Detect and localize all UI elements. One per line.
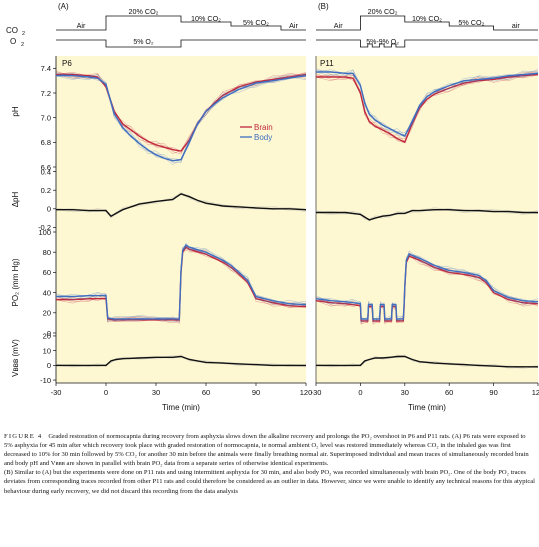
series-line-brain	[316, 73, 539, 144]
protocol-A	[56, 15, 306, 48]
y-tick-label: 7.0	[41, 113, 51, 122]
caption-label: FIGURE 4	[4, 433, 43, 440]
y-axis-label: pH	[11, 106, 20, 116]
co2-protocol-line	[316, 15, 538, 31]
y-tick-label: 7.2	[41, 89, 51, 98]
x-tick-label: 60	[445, 388, 453, 397]
y-tick-label: 100	[38, 228, 51, 237]
individual-trace	[315, 68, 539, 133]
y-tick-label: 40	[43, 288, 51, 297]
y-tick-label: 20	[43, 309, 51, 318]
panel-label-a: (A)	[58, 2, 69, 11]
series-line-body	[56, 75, 307, 162]
o2-protocol-label: 5%-9% O₂	[366, 39, 399, 46]
x-tick-label: 0	[358, 388, 362, 397]
series-line-mean	[316, 209, 538, 221]
individual-trace	[55, 73, 307, 162]
series-line-brain	[56, 73, 307, 152]
x-tick-label: -30	[311, 388, 322, 397]
individual-trace	[315, 70, 539, 139]
y-tick-label: 0	[47, 329, 51, 338]
y-tick-label: 0.4	[41, 167, 51, 176]
figure-canvas: (A) (B) Air 20% CO₂ 10% CO₂ 5% CO₂ Air 5% O₂ Air…	[6, 2, 539, 412]
x-axis-label: Time (min)	[408, 403, 446, 412]
y-tick-label: 0	[47, 205, 51, 214]
protocol-label: 10% CO₂	[412, 14, 442, 23]
subplot-title-p11: P11	[320, 59, 334, 68]
o2-protocol-line	[56, 39, 306, 48]
legend-body-label: Body	[254, 133, 272, 142]
series-line-body	[315, 253, 539, 320]
y-tick-label: 0	[47, 361, 51, 370]
o2-row-label-subscript: 2	[21, 42, 24, 48]
x-tick-label: 120	[532, 388, 539, 397]
co2-protocol-line	[56, 15, 306, 31]
protocol-label: air	[512, 21, 521, 30]
series-line-mean	[56, 355, 306, 367]
x-tick-label: 120	[300, 388, 313, 397]
plot-background-B	[316, 56, 538, 383]
co2-row-label: CO	[6, 26, 18, 35]
caption-text-2: (B) Similar to (A) but the experiments w…	[4, 469, 536, 495]
y-tick-label: -0.2	[38, 223, 51, 232]
x-tick-label: 30	[152, 388, 160, 397]
protocol-label: Air	[77, 21, 86, 30]
y-tick-label: 6.8	[41, 138, 51, 147]
individual-trace	[55, 246, 307, 323]
series-line-mean	[316, 355, 538, 368]
panel-label-b: (B)	[318, 2, 329, 11]
x-tick-label: 30	[401, 388, 409, 397]
figure-caption: FIGURE 4 Graded restoration of normocapni…	[4, 432, 535, 496]
y-tick-label: 10	[43, 346, 51, 355]
y-tick-label: 7.4	[41, 64, 51, 73]
co2-row-label-subscript: 2	[22, 31, 25, 37]
y-axis-label: ΔpH	[11, 191, 20, 207]
y-tick-label: -10	[40, 376, 51, 385]
x-tick-label: 90	[489, 388, 497, 397]
o2-protocol-label: 5% O₂	[133, 39, 154, 46]
y-tick-label: 80	[43, 248, 51, 257]
o2-row-label: O	[10, 37, 16, 46]
protocol-label: 20% CO₂	[368, 7, 398, 16]
series-line-body	[56, 244, 307, 320]
y-axis-label: Vʙʙʙ (mV)	[11, 339, 20, 377]
subplot-title-p6: P6	[62, 59, 72, 68]
plot-background-A	[56, 56, 306, 383]
protocol-label: Air	[334, 21, 343, 30]
series-line-mean	[56, 193, 307, 218]
protocol-B	[316, 15, 538, 48]
y-axis-label: PO₂ (mm Hg)	[11, 258, 20, 306]
protocol-label: Air	[289, 21, 298, 30]
x-tick-label: -30	[51, 388, 62, 397]
caption-text: Graded restoration of normocapnia during…	[4, 433, 529, 468]
y-tick-label: 60	[43, 268, 51, 277]
legend-brain-label: Brain	[254, 123, 273, 132]
y-tick-label: 0.2	[41, 186, 51, 195]
y-tick-label: 20	[43, 332, 51, 341]
protocol-label: 20% CO₂	[129, 7, 159, 16]
o2-protocol-line	[316, 39, 538, 48]
protocol-label: 5% CO₂	[458, 18, 484, 27]
x-axis-label: Time (min)	[162, 403, 200, 412]
protocol-label: 5% CO₂	[243, 18, 269, 27]
x-tick-label: 0	[104, 388, 108, 397]
protocol-label: 10% CO₂	[191, 14, 221, 23]
x-tick-label: 60	[202, 388, 210, 397]
x-tick-label: 90	[252, 388, 260, 397]
y-tick-label: 6.6	[41, 163, 51, 172]
individual-trace	[55, 74, 307, 166]
series-line-body	[316, 71, 539, 138]
